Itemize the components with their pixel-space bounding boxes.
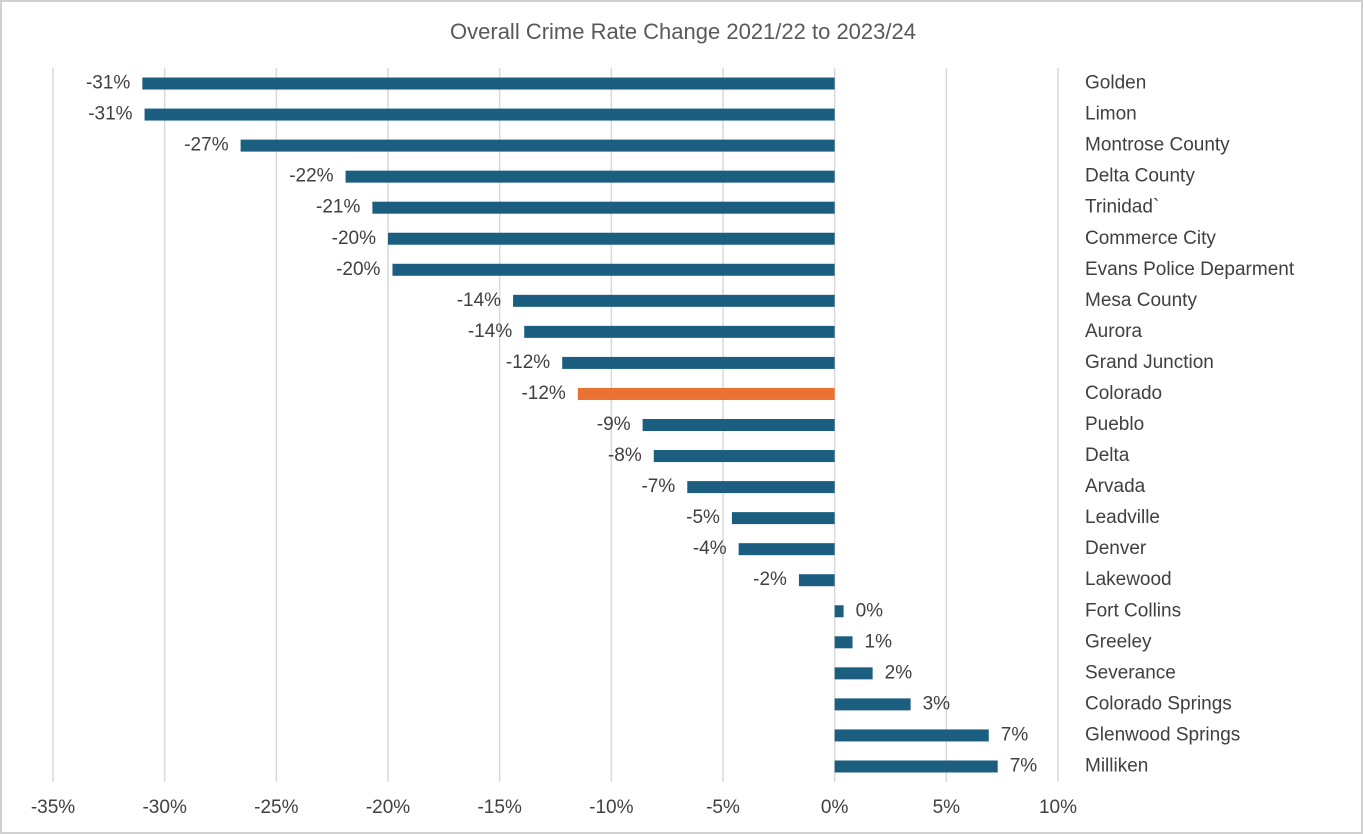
data-label: 3% xyxy=(923,693,951,714)
bar xyxy=(834,667,873,680)
bar xyxy=(653,450,835,463)
x-tick-label: -10% xyxy=(589,797,633,818)
data-label: -20% xyxy=(332,228,376,249)
category-label: Commerce City xyxy=(1085,228,1216,249)
category-label: Pueblo xyxy=(1085,414,1144,435)
data-label: 2% xyxy=(885,662,913,683)
data-label: -21% xyxy=(316,197,360,218)
data-label: -2% xyxy=(753,569,787,590)
category-label: Grand Junction xyxy=(1085,352,1214,373)
category-label: Limon xyxy=(1085,104,1137,125)
data-label: -7% xyxy=(641,476,675,497)
bar xyxy=(388,232,835,245)
x-tick-label: 5% xyxy=(933,797,961,818)
bar xyxy=(687,481,835,494)
data-label: -12% xyxy=(521,383,565,404)
x-tick-label: -15% xyxy=(477,797,521,818)
bar xyxy=(392,263,835,276)
data-label: -31% xyxy=(86,73,130,94)
data-label: 1% xyxy=(865,631,893,652)
data-label: -20% xyxy=(336,259,380,280)
x-tick-label: 10% xyxy=(1039,797,1077,818)
category-label: Delta County xyxy=(1085,166,1195,187)
category-label: Montrose County xyxy=(1085,135,1230,156)
x-tick-label: -5% xyxy=(706,797,740,818)
data-label: 7% xyxy=(1001,724,1029,745)
bar xyxy=(738,543,835,556)
data-label: -9% xyxy=(597,414,631,435)
category-label: Lakewood xyxy=(1085,569,1172,590)
bar xyxy=(372,201,835,214)
category-label: Denver xyxy=(1085,538,1147,559)
category-label: Milliken xyxy=(1085,755,1148,776)
bar xyxy=(144,108,835,121)
bar xyxy=(562,356,835,369)
category-label: Glenwood Springs xyxy=(1085,724,1240,745)
x-tick-label: -30% xyxy=(142,797,186,818)
category-label: Greeley xyxy=(1085,631,1152,652)
category-label: Leadville xyxy=(1085,507,1160,528)
category-label: Golden xyxy=(1085,73,1146,94)
bar xyxy=(834,636,853,649)
data-label: -27% xyxy=(184,135,228,156)
category-label: Trinidad` xyxy=(1085,197,1159,218)
data-label: 7% xyxy=(1010,755,1038,776)
bar xyxy=(834,760,998,773)
bar xyxy=(345,170,835,183)
bar xyxy=(834,729,989,742)
category-label: Evans Police Deparment xyxy=(1085,259,1295,280)
bar xyxy=(240,139,835,152)
x-tick-label: -35% xyxy=(31,797,75,818)
category-label: Colorado xyxy=(1085,383,1162,404)
data-label: -14% xyxy=(468,321,512,342)
x-tick-label: -25% xyxy=(254,797,298,818)
bar xyxy=(142,77,835,90)
bar xyxy=(731,512,835,525)
category-label: Colorado Springs xyxy=(1085,693,1232,714)
data-label: -22% xyxy=(289,166,333,187)
data-label: -5% xyxy=(686,507,720,528)
category-label: Mesa County xyxy=(1085,290,1197,311)
category-label: Delta xyxy=(1085,445,1130,466)
bar xyxy=(642,419,835,431)
bar xyxy=(513,294,835,307)
category-label: Fort Collins xyxy=(1085,600,1181,621)
bar xyxy=(834,605,844,618)
data-label: 0% xyxy=(856,600,884,621)
bar xyxy=(524,325,835,338)
data-label: -31% xyxy=(88,104,132,125)
data-label: -4% xyxy=(693,538,727,559)
category-label: Severance xyxy=(1085,662,1176,683)
x-tick-label: -20% xyxy=(366,797,410,818)
bar xyxy=(798,574,835,587)
data-label: -14% xyxy=(457,290,501,311)
data-label: -12% xyxy=(506,352,550,373)
category-label: Arvada xyxy=(1085,476,1146,497)
bar xyxy=(577,387,835,400)
bar xyxy=(834,698,911,711)
x-tick-label: 0% xyxy=(821,797,849,818)
category-label: Aurora xyxy=(1085,321,1142,342)
chart-title: Overall Crime Rate Change 2021/22 to 202… xyxy=(450,19,916,44)
data-label: -8% xyxy=(608,445,642,466)
